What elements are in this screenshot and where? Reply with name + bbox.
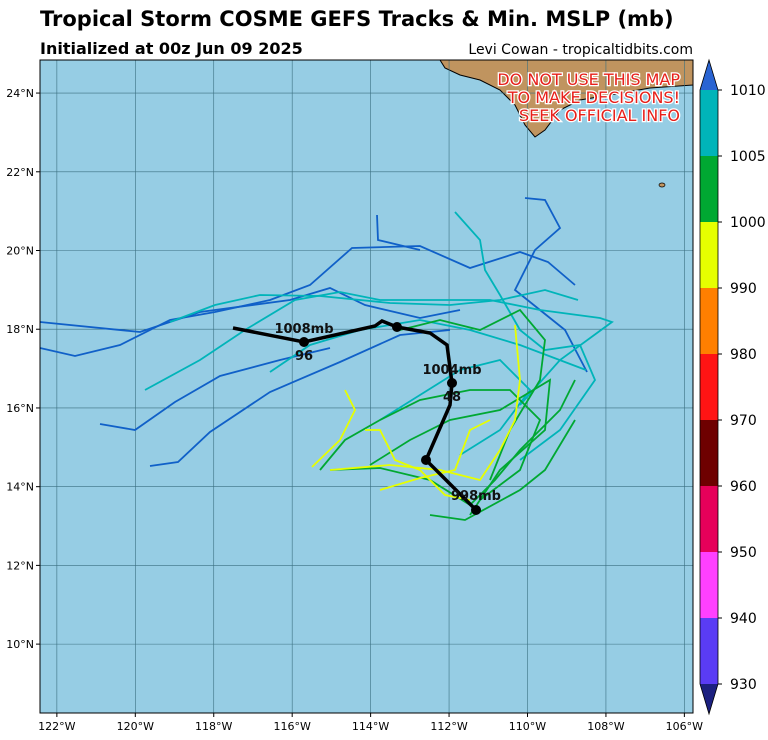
credit: Levi Cowan - tropicaltidbits.com [468, 42, 693, 58]
colorbar-segment [700, 354, 718, 420]
mean-track [232, 319, 478, 512]
subtitle: Initialized at 00z Jun 09 2025 [40, 39, 303, 58]
colorbar-segment [700, 618, 718, 684]
grid [40, 60, 693, 713]
colorbar-label: 940 [730, 611, 757, 627]
pressure-label: 998mb [451, 489, 501, 504]
y-tick-label: 12°N [6, 559, 34, 572]
warning-line: SEEK OFFICIAL INFO [519, 106, 680, 125]
y-tick-label: 18°N [6, 323, 34, 336]
colorbar-segment [700, 486, 718, 552]
map-frame [39, 59, 694, 714]
ensemble-tracks [40, 197, 614, 521]
colorbar-segment [700, 156, 718, 222]
colorbar-label: 990 [730, 281, 757, 297]
warning-line: TO MAKE DECISIONS! [507, 88, 680, 107]
x-tick-label: 120°W [117, 720, 154, 733]
track-point [471, 505, 481, 515]
track-point [392, 322, 402, 332]
x-tick-label: 108°W [587, 720, 624, 733]
colorbar-label: 950 [730, 545, 757, 561]
colorbar-label: 1005 [730, 149, 766, 165]
x-tick-label: 106°W [666, 720, 703, 733]
colorbar: 930 940 950 960 970 980 990 1000 1005 1010 [699, 58, 766, 716]
colorbar-label: 1000 [730, 215, 766, 231]
y-tick-label: 24°N [6, 87, 34, 100]
hour-label: 48 [443, 390, 461, 405]
colorbar-extend [700, 684, 718, 714]
title: Tropical Storm COSME GEFS Tracks & Min. … [40, 7, 674, 31]
x-tick-label: 118°W [195, 720, 232, 733]
y-tick-label: 16°N [6, 402, 34, 415]
x-tick-label: 114°W [352, 720, 389, 733]
hour-label: 96 [295, 349, 313, 364]
colorbar-segment [700, 222, 718, 288]
colorbar-label: 980 [730, 347, 757, 363]
track-point [421, 455, 431, 465]
colorbar-segment [700, 552, 718, 618]
colorbar-label: 960 [730, 479, 757, 495]
colorbar-segment [700, 90, 718, 156]
warning-line: DO NOT USE THIS MAP [497, 70, 680, 89]
y-tick-label: 14°N [6, 481, 34, 494]
colorbar-label: 970 [730, 413, 757, 429]
map-content: 1008mb 96 1004mb 48 998mb DO NOT USE THI… [40, 60, 693, 713]
colorbar-segment [700, 288, 718, 354]
colorbar-segment [700, 420, 718, 486]
track-point [299, 337, 309, 347]
y-tick-label: 20°N [6, 245, 34, 258]
colorbar-extend [700, 60, 718, 90]
pressure-label: 1008mb [274, 322, 333, 337]
ocean [40, 60, 693, 713]
x-tick-label: 112°W [430, 720, 467, 733]
x-tick-label: 116°W [273, 720, 310, 733]
y-tick-label: 10°N [6, 638, 34, 651]
x-tick-label: 110°W [509, 720, 546, 733]
track-point [447, 378, 457, 388]
land [439, 60, 693, 138]
x-tick-label: 122°W [38, 720, 75, 733]
colorbar-label: 1010 [730, 83, 766, 99]
pressure-label: 1004mb [422, 363, 481, 378]
island [658, 182, 666, 188]
colorbar-label: 930 [730, 677, 757, 693]
y-tick-label: 22°N [6, 166, 34, 179]
